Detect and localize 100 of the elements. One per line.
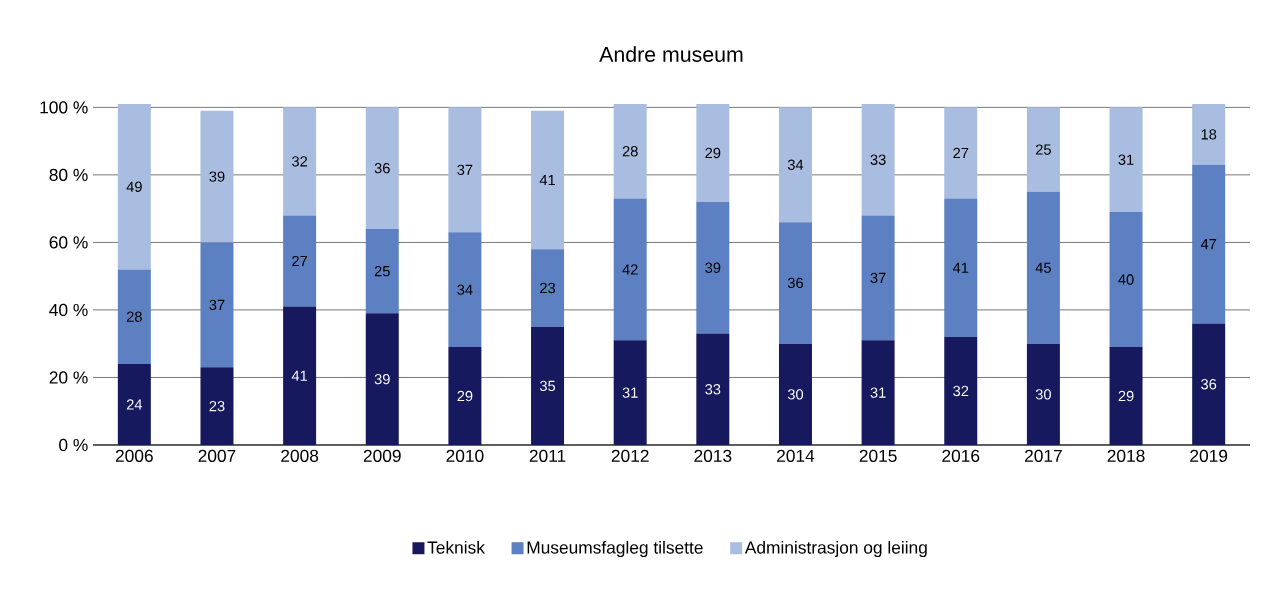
y-tick-label: 100 % [40, 101, 88, 114]
y-tick-label: 0 % [59, 438, 88, 452]
x-tick-label: 2019 [1190, 449, 1228, 462]
bar [944, 198, 978, 337]
data-label: 31 [870, 387, 886, 398]
bar [1026, 191, 1060, 344]
data-label: 29 [705, 147, 721, 159]
data-label: 29 [1118, 390, 1134, 402]
bar [1026, 107, 1060, 192]
data-label: 47 [1200, 239, 1217, 250]
data-label: 29 [457, 390, 473, 402]
data-label: 23 [540, 282, 556, 294]
data-label: 41 [952, 262, 969, 273]
chart-title: Andre museum [599, 46, 743, 62]
bar [448, 107, 482, 233]
data-label: 33 [870, 154, 886, 165]
data-label: 41 [291, 370, 308, 381]
data-label: 41 [539, 174, 555, 185]
bar [613, 103, 647, 199]
data-label: 31 [1118, 154, 1134, 165]
x-tick-label: 2014 [777, 449, 815, 462]
data-label: 34 [787, 159, 804, 170]
x-tick-label: 2017 [1025, 449, 1062, 462]
data-label: 27 [953, 147, 969, 159]
data-label: 33 [705, 384, 721, 395]
data-label: 28 [622, 146, 638, 157]
bar [117, 363, 151, 445]
x-tick-label: 2015 [859, 449, 897, 462]
data-label: 40 [1118, 274, 1134, 285]
data-label: 32 [292, 156, 308, 167]
data-label: 36 [787, 277, 803, 289]
bar [696, 201, 730, 334]
data-label: 39 [374, 373, 390, 385]
bar [448, 232, 482, 348]
x-tick-label: 2016 [942, 449, 980, 462]
data-label: 37 [870, 272, 886, 284]
x-tick-label: 2007 [198, 449, 236, 462]
bar [365, 228, 399, 314]
y-tick-label: 60 % [49, 236, 88, 249]
y-tick-label: 20 % [49, 371, 88, 384]
bar [531, 249, 565, 327]
data-label: 39 [705, 262, 721, 273]
bar [778, 343, 812, 445]
legend-label: Teknisk [427, 540, 485, 554]
data-label: 37 [457, 164, 473, 176]
data-label: 31 [622, 387, 638, 398]
bar [117, 103, 151, 270]
data-label: 27 [292, 255, 308, 267]
bar [1192, 164, 1226, 324]
data-label: 34 [457, 284, 473, 295]
bar [944, 107, 978, 199]
data-label: 39 [209, 171, 225, 182]
data-label: 25 [1035, 144, 1051, 155]
data-label: 18 [1201, 129, 1217, 140]
x-tick-label: 2006 [115, 449, 153, 462]
y-tick-label: 80 % [49, 168, 88, 182]
bar [200, 367, 234, 445]
bar [200, 242, 234, 368]
data-label: 42 [622, 264, 638, 275]
legend-label: Museumsfagleg tilsette [527, 540, 703, 558]
bar [448, 347, 482, 445]
data-label: 49 [126, 181, 142, 192]
bar [861, 215, 895, 341]
x-tick-label: 2009 [363, 449, 401, 462]
data-label: 37 [209, 299, 225, 311]
data-label: 36 [374, 162, 390, 174]
bar [117, 269, 151, 364]
data-label: 32 [953, 385, 969, 397]
bar [1109, 107, 1143, 213]
bar [365, 107, 399, 229]
bar [696, 333, 730, 445]
bar [778, 107, 812, 223]
bar [944, 336, 978, 445]
bar [200, 110, 234, 243]
bar [283, 107, 317, 216]
data-label: 30 [787, 389, 804, 400]
bar [1109, 212, 1143, 348]
bar [531, 326, 565, 445]
bar [696, 103, 730, 202]
x-tick-label: 2008 [281, 449, 319, 462]
x-tick-label: 2010 [446, 449, 484, 462]
data-label: 45 [1035, 262, 1051, 273]
bar [365, 313, 399, 445]
bar [1192, 103, 1226, 165]
bar [1109, 347, 1143, 445]
bar [778, 222, 812, 344]
data-label: 25 [374, 265, 390, 277]
x-tick-label: 2011 [529, 449, 566, 462]
bar [613, 198, 647, 341]
bar [613, 340, 647, 445]
bar [861, 103, 895, 216]
bar [283, 215, 317, 307]
data-label: 24 [126, 399, 143, 410]
data-label: 30 [1035, 389, 1051, 400]
bar [283, 306, 317, 445]
y-tick-label: 40 % [49, 303, 88, 317]
bar [861, 340, 895, 445]
data-label: 23 [209, 400, 225, 412]
bar [531, 110, 565, 250]
x-tick-label: 2013 [694, 449, 732, 462]
